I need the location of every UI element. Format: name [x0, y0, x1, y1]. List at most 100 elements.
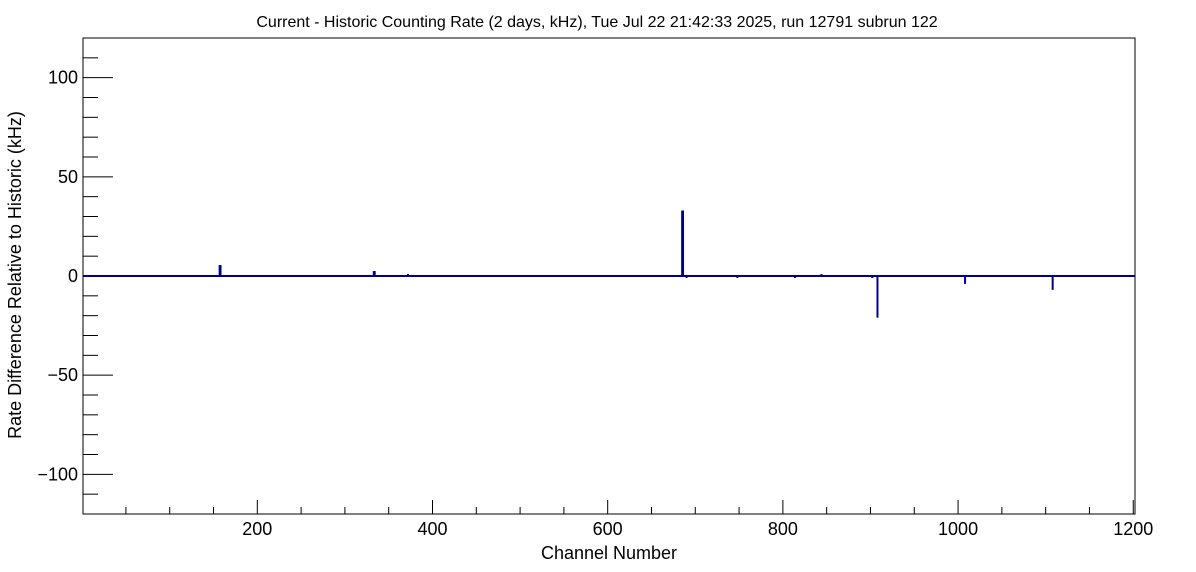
data-bar — [230, 275, 233, 277]
data-bar — [815, 275, 818, 277]
data-bar — [820, 274, 823, 276]
data-bar — [562, 276, 565, 277]
y-axis-tick-labels: −100 −50 0 50 100 — [37, 68, 78, 485]
data-bar — [585, 275, 588, 277]
data-bar — [830, 275, 833, 277]
data-bar — [420, 275, 423, 277]
data-bar — [1039, 275, 1042, 277]
data-bar — [275, 275, 278, 277]
data-bar — [853, 275, 856, 277]
data-bar — [282, 275, 285, 277]
data-bar — [650, 275, 653, 277]
data-bar — [685, 276, 688, 278]
data-bar — [682, 210, 685, 276]
x-axis-tick-labels: 200 400 600 800 1000 1200 — [242, 519, 1153, 539]
data-bar — [613, 275, 616, 277]
data-bar — [310, 275, 313, 277]
data-bar — [720, 275, 723, 277]
x-tick-label: 400 — [417, 519, 447, 539]
data-bar — [392, 275, 395, 277]
data-bar — [576, 275, 579, 277]
data-bar — [668, 275, 671, 277]
data-bar — [692, 276, 695, 277]
data-bar — [794, 276, 797, 278]
data-bar — [555, 275, 558, 277]
data-bar — [417, 275, 420, 277]
data-bar — [617, 275, 620, 277]
data-bar — [804, 275, 807, 277]
data-bar — [361, 275, 364, 277]
data-bar — [381, 275, 384, 277]
data-bar — [119, 275, 122, 277]
data-bar — [499, 275, 502, 277]
data-bar — [112, 275, 115, 277]
y-tick-label: 100 — [48, 68, 78, 88]
data-bar — [515, 275, 518, 277]
data-bar — [1020, 275, 1023, 277]
data-bar — [689, 275, 692, 277]
data-bar — [773, 275, 776, 277]
data-bar — [823, 275, 826, 277]
data-bar — [357, 275, 360, 277]
data-bar — [885, 275, 888, 277]
data-bar — [289, 275, 292, 277]
x-tick-label: 200 — [242, 519, 272, 539]
data-bar — [634, 275, 637, 277]
data-bar — [208, 275, 211, 277]
data-bar — [256, 275, 259, 277]
data-bar — [179, 275, 182, 277]
data-bar — [168, 275, 171, 277]
data-bar — [85, 275, 88, 277]
data-bar — [151, 275, 154, 277]
data-bar — [568, 275, 571, 277]
data-bar — [186, 275, 189, 277]
data-bar — [703, 275, 706, 277]
data-bar — [1084, 275, 1087, 277]
y-tick-label: −100 — [37, 464, 78, 484]
data-bar — [550, 275, 553, 277]
data-bar — [427, 275, 430, 277]
data-bar — [145, 275, 148, 277]
data-bar — [1077, 275, 1080, 277]
data-bar — [768, 275, 771, 277]
data-bar — [902, 275, 905, 277]
data-bar — [809, 275, 812, 277]
data-bar — [307, 275, 310, 277]
data-bar — [762, 275, 765, 277]
data-bar — [631, 275, 634, 277]
data-bar — [385, 275, 388, 277]
data-bar — [211, 275, 214, 277]
data-bar — [592, 275, 595, 277]
data-bar — [543, 275, 546, 277]
data-bar — [1027, 275, 1030, 277]
data-bar — [1119, 275, 1122, 277]
x-axis-label: Channel Number — [541, 543, 677, 563]
data-bar — [1023, 276, 1026, 277]
data-bar — [1011, 275, 1014, 277]
data-bar — [130, 275, 133, 277]
data-bar — [781, 275, 784, 277]
data-bar — [454, 275, 457, 277]
data-bar — [140, 275, 143, 277]
data-bar — [888, 275, 891, 277]
data-bar — [699, 275, 702, 277]
data-bar — [1104, 275, 1107, 277]
data-bar — [696, 275, 699, 277]
data-bar — [400, 275, 403, 277]
data-bar — [836, 275, 839, 277]
data-bar — [988, 275, 991, 277]
y-axis-ticks — [83, 57, 113, 495]
data-bar — [389, 275, 392, 277]
data-bar — [343, 275, 346, 277]
data-bar — [378, 275, 381, 277]
data-bar — [159, 275, 162, 277]
data-bar — [706, 275, 709, 277]
data-bar — [736, 276, 739, 278]
data-bar — [396, 275, 399, 277]
y-tick-label: −50 — [47, 365, 78, 385]
data-bar — [296, 275, 299, 277]
y-tick-label: 50 — [58, 167, 78, 187]
data-bar — [373, 271, 376, 276]
data-bar — [440, 275, 443, 277]
data-bar — [529, 275, 532, 277]
